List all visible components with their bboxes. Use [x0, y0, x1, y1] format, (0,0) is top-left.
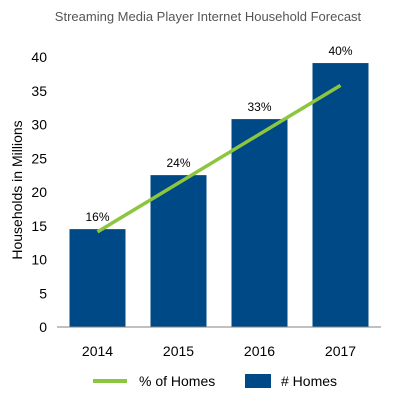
x-tick-label: 2014: [82, 343, 113, 359]
x-tick-label: 2015: [163, 343, 194, 359]
y-tick-label: 35: [31, 83, 47, 99]
data-label: 24%: [166, 156, 190, 170]
data-label: 33%: [247, 100, 271, 114]
legend: % of Homes # Homes: [93, 373, 337, 389]
percent-line: [96, 83, 342, 234]
chart-title: Streaming Media Player Internet Househol…: [55, 9, 362, 24]
y-tick-label: 15: [31, 218, 47, 234]
y-tick-label: 40: [31, 49, 47, 65]
y-tick-label: 25: [31, 150, 47, 166]
x-ticks: 2014 2015 2016 2017: [82, 343, 356, 359]
bar-2016: [231, 119, 288, 327]
data-label: 40%: [328, 44, 352, 58]
y-tick-label: 0: [39, 319, 47, 335]
y-axis-label: Households in Millions: [9, 120, 25, 259]
x-tick-label: 2017: [325, 343, 356, 359]
y-tick-label: 20: [31, 184, 47, 200]
y-tick-label: 10: [31, 252, 47, 268]
bar-2014: [69, 229, 126, 327]
data-label: 16%: [85, 210, 109, 224]
x-tick-label: 2016: [244, 343, 275, 359]
legend-bar-swatch: [245, 374, 271, 388]
bar-2017: [312, 63, 369, 327]
legend-bar-label: # Homes: [281, 373, 337, 389]
bars: [69, 63, 369, 327]
y-tick-label: 5: [39, 285, 47, 301]
data-labels: 16% 24% 33% 40%: [85, 44, 352, 224]
percent-line-path: [96, 83, 342, 234]
legend-line-label: % of Homes: [139, 373, 215, 389]
y-ticks: 0 5 10 15 20 25 30 35 40: [31, 49, 47, 335]
y-tick-label: 30: [31, 117, 47, 133]
bar-2015: [150, 175, 207, 327]
